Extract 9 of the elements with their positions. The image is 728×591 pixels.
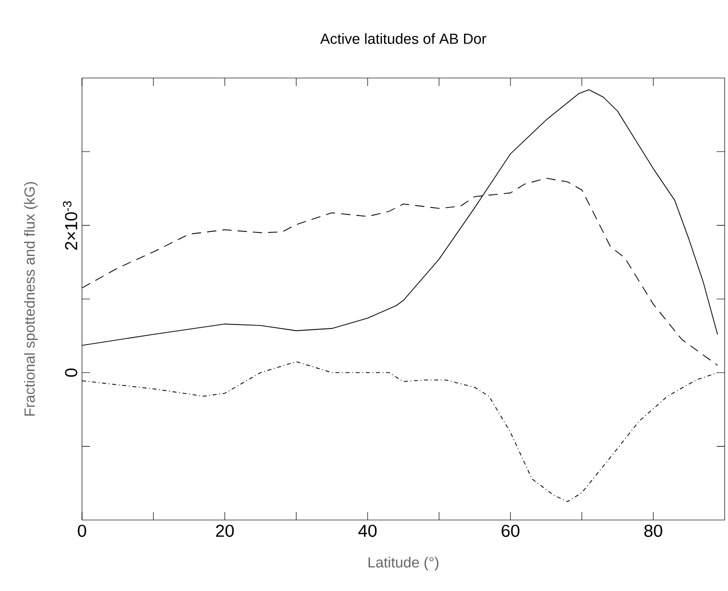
y-tick-label: 2×10$^{-3}$: [62, 201, 78, 250]
x-axis-title: Latitude (°): [368, 556, 438, 570]
x-tick-label: 40: [358, 524, 377, 537]
x-tick-label: 0: [78, 524, 86, 537]
y-axis-title: Fractional spottedness and flux (kG): [24, 182, 38, 416]
x-tick-label: 80: [644, 524, 662, 537]
chart-title: Active latitudes of AB Dor: [320, 33, 486, 44]
x-tick-label: 60: [502, 524, 520, 537]
x-tick-label: 20: [216, 524, 234, 537]
